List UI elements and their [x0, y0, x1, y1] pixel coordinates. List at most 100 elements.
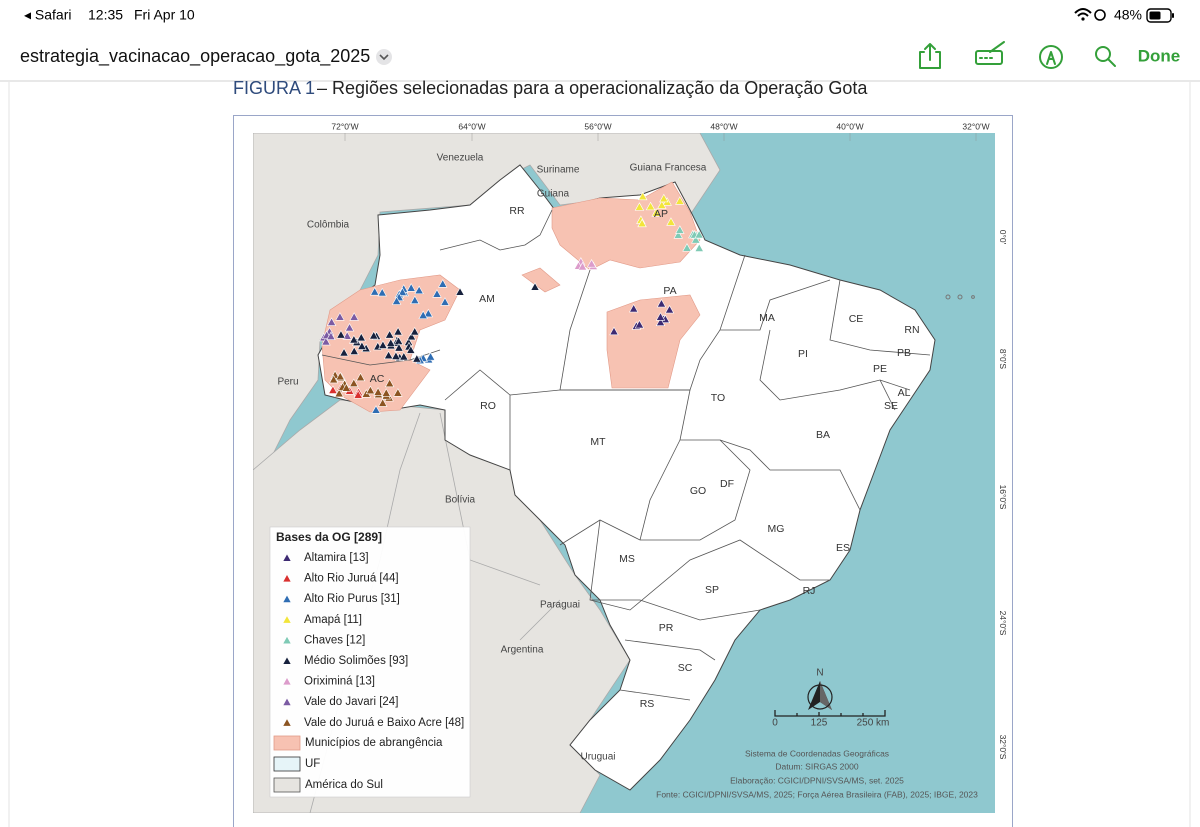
credit-line: Datum: SIRGAS 2000: [775, 761, 858, 771]
state-label: RR: [509, 205, 525, 217]
scale-label: 250 km: [857, 718, 890, 729]
country-label: Peru: [277, 377, 298, 388]
legend-item: Chaves [12]: [304, 634, 365, 646]
base-marker: [391, 351, 401, 360]
legend-marker: [282, 676, 292, 686]
longitude-label: 72°0'W: [331, 121, 358, 131]
markup-button[interactable]: [975, 41, 1005, 65]
clock: 12:35: [88, 7, 123, 23]
latitude-label: 8°0'S: [998, 349, 1008, 369]
legend-marker: [282, 573, 292, 583]
state-label: GO: [690, 485, 706, 497]
legend-item: Municípios de abrangência: [305, 737, 443, 749]
base-marker: [349, 346, 359, 355]
base-marker: [377, 398, 388, 407]
latitude-label: 16°0'S: [998, 485, 1008, 510]
scale-bar: [774, 710, 886, 717]
base-marker: [418, 310, 428, 319]
base-marker: [414, 285, 424, 295]
base-marker: [336, 329, 346, 339]
state-label: PA: [663, 285, 676, 297]
legend-box: [269, 526, 471, 798]
state-label: AP: [654, 208, 668, 220]
north-label: N: [816, 668, 823, 679]
base-marker: [349, 312, 359, 321]
state-label: RO: [480, 400, 496, 412]
base-marker: [339, 347, 349, 357]
country-label: Suriname: [537, 165, 580, 176]
search-button[interactable]: [1095, 46, 1116, 67]
base-marker: [381, 388, 391, 397]
legend-swatch: [273, 756, 301, 772]
base-marker: [586, 258, 597, 268]
credit-line: Elaboração: CGICI/DPNI/SVSA/MS, set. 202…: [730, 775, 904, 785]
base-marker: [386, 338, 396, 347]
base-marker: [373, 387, 383, 396]
base-marker: [399, 351, 409, 361]
base-marker: [365, 385, 376, 395]
base-marker: [634, 202, 645, 211]
base-marker: [410, 295, 420, 304]
base-marker: [438, 279, 448, 288]
latitude-label: 0°0': [998, 230, 1008, 245]
north-arrow: [807, 681, 833, 710]
base-marker: [423, 308, 434, 318]
state-label: PB: [897, 347, 911, 359]
base-marker: [412, 354, 422, 363]
base-marker: [657, 200, 667, 209]
state-label: TO: [711, 392, 725, 404]
legend-marker: [282, 717, 292, 727]
islands: [945, 294, 975, 300]
base-marker: [326, 317, 337, 326]
figure-caption: – Regiões selecionadas para a operaciona…: [317, 78, 868, 98]
battery-icon: [1146, 8, 1174, 23]
legend-title: Bases da OG [289]: [276, 530, 382, 544]
base-marker: [341, 383, 352, 392]
done-button[interactable]: Done: [1138, 46, 1181, 65]
pen-button[interactable]: [1039, 45, 1063, 69]
back-to-safari[interactable]: ◂ Safari: [24, 7, 72, 23]
state-label: MA: [759, 312, 775, 324]
wifi-icon: [1074, 8, 1106, 21]
base-marker: [397, 287, 408, 296]
base-marker: [369, 330, 379, 340]
country-label: Guiana: [537, 189, 570, 200]
base-marker: [356, 332, 366, 342]
brazil: [317, 164, 936, 791]
title-menu-button[interactable]: [376, 49, 392, 65]
longitude-label: 64°0'W: [458, 121, 485, 131]
legend-item: Vale do Javari [24]: [304, 696, 398, 708]
base-marker: [369, 287, 380, 296]
battery-level: 48%: [1114, 7, 1142, 23]
state-label: SP: [705, 584, 719, 596]
country-label: Bolívia: [445, 495, 475, 506]
state-label: MG: [768, 523, 785, 535]
base-marker: [384, 329, 395, 339]
country-label: Venezuela: [437, 153, 484, 164]
base-marker: [371, 405, 381, 414]
legend: Altamira [13] Alto Rio Juruá [44] Alto Rio…: [273, 552, 464, 793]
scale-label: 0: [772, 718, 778, 729]
base-marker: [577, 261, 588, 271]
legend-item: Médio Solimões [93]: [304, 655, 408, 667]
state-label: PI: [798, 348, 808, 360]
base-marker: [659, 193, 669, 203]
base-marker: [328, 374, 339, 384]
base-marker: [655, 312, 666, 321]
share-button[interactable]: [919, 43, 941, 69]
state-label: MS: [619, 553, 635, 565]
state-label: PR: [659, 622, 674, 634]
state-label: AC: [370, 373, 385, 385]
base-marker: [355, 372, 366, 382]
base-marker: [384, 378, 395, 388]
base-marker: [666, 217, 676, 226]
graticule: [344, 133, 977, 141]
base-marker: [349, 378, 359, 387]
longitude-label: 56°0'W: [584, 121, 611, 131]
document-title[interactable]: estrategia_vacinacao_operacao_gota_2025: [20, 46, 370, 67]
base-marker: [357, 341, 367, 350]
base-marker: [655, 317, 666, 327]
base-marker: [406, 345, 416, 354]
base-marker: [383, 350, 394, 360]
